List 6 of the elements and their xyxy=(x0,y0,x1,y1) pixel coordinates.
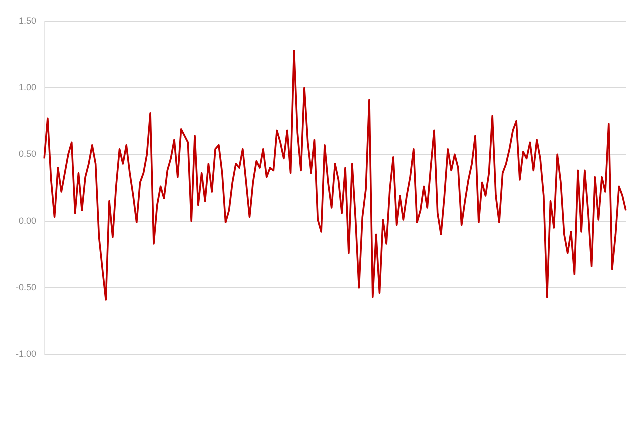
y-tick-label: -1.00 xyxy=(16,349,37,360)
y-tick-label: 0.50 xyxy=(18,149,37,160)
y-tick-label: 1.50 xyxy=(18,16,37,26)
y-tick-label: 0.00 xyxy=(18,216,37,226)
y-tick-label: -0.50 xyxy=(16,282,37,292)
y-tick-label: 1.00 xyxy=(18,82,37,93)
